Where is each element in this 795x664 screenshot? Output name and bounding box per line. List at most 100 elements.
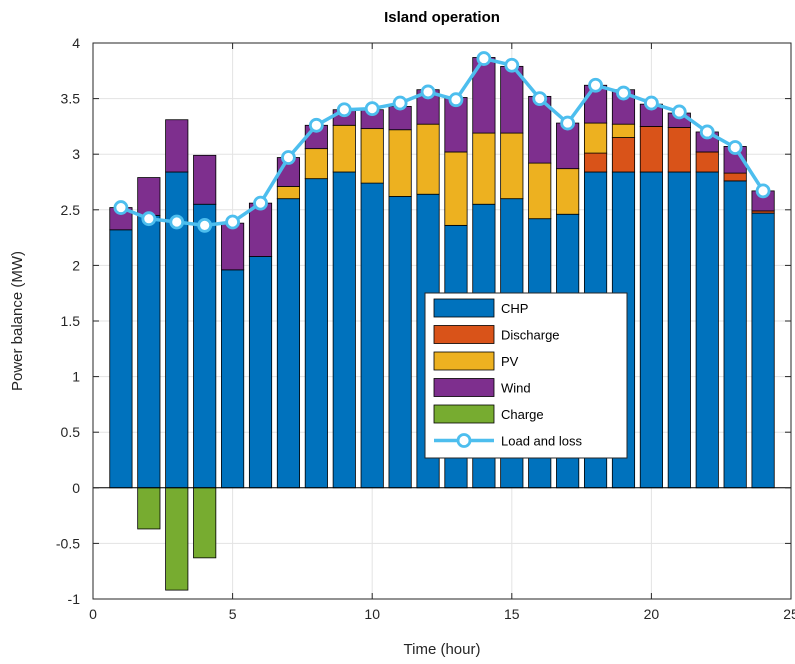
load-and-loss-point (364, 101, 380, 117)
bar-wind-6 (248, 202, 273, 257)
bar-wind-3 (165, 119, 189, 173)
bar-chp-8 (304, 178, 328, 489)
bar-discharge-23 (723, 172, 747, 182)
load-and-loss-point (560, 115, 576, 131)
bar-discharge-18 (583, 152, 608, 173)
y-tick-label: 1.5 (61, 313, 81, 329)
bar-wind-4 (193, 154, 217, 205)
bar-chp-22 (695, 171, 719, 489)
load-and-loss-point (699, 124, 715, 140)
bar-discharge-19 (611, 137, 636, 173)
load-and-loss-point (336, 102, 352, 118)
bar-chp-9 (332, 171, 356, 489)
bar-chp-4 (193, 203, 217, 489)
y-axis-label: Power balance (MW) (9, 251, 26, 391)
bar-pv-10 (360, 128, 384, 184)
y-tick-label: 0 (72, 480, 80, 496)
bar-charge-3 (165, 487, 189, 591)
load-and-loss-point (141, 211, 157, 227)
x-tick-label: 5 (229, 606, 237, 622)
legend-swatch-wind (433, 378, 495, 397)
bar-pv-9 (332, 124, 356, 173)
bar-chp-20 (639, 171, 663, 489)
bar-pv-14 (472, 132, 496, 205)
load-and-loss-point (253, 195, 268, 211)
bar-pv-7 (276, 186, 301, 200)
bar-chp-5 (221, 269, 245, 489)
y-tick-label: 4 (72, 35, 80, 51)
load-and-loss-point (308, 117, 324, 133)
bar-chp-10 (360, 182, 384, 489)
legend: CHP Discharge PV Wind Charge Load and loss (424, 292, 628, 459)
legend-label-discharge: Discharge (501, 328, 560, 343)
bar-pv-18 (583, 122, 608, 154)
legend-swatch-pv (433, 351, 495, 371)
load-and-loss-point (644, 95, 659, 111)
load-and-loss-point (281, 150, 296, 165)
load-and-loss-point (169, 214, 185, 230)
bar-chp-6 (248, 256, 273, 489)
y-tick-label: -1 (68, 591, 81, 607)
load-and-loss-point (113, 200, 129, 215)
legend-label-chp: CHP (501, 301, 528, 316)
bar-wind-5 (221, 222, 245, 271)
load-and-loss-point (476, 51, 492, 66)
load-and-loss-point (197, 217, 213, 233)
bar-pv-16 (528, 162, 552, 220)
legend-swatch-discharge (433, 325, 495, 344)
bar-pv-17 (556, 168, 580, 215)
x-tick-label: 10 (364, 606, 380, 622)
bar-chp-1 (109, 229, 133, 489)
legend-swatch-charge (433, 404, 495, 424)
load-and-loss-point (420, 84, 436, 100)
legend-label-charge: Charge (501, 407, 544, 422)
bar-chp-24 (751, 212, 775, 489)
load-and-loss-point (755, 183, 771, 199)
legend-box (424, 292, 628, 459)
load-and-loss-point (225, 214, 241, 230)
bar-charge-2 (137, 487, 161, 530)
x-tick-label: 15 (504, 606, 520, 622)
y-tick-label: -0.5 (56, 535, 80, 551)
legend-label-load-and-loss: Load and loss (501, 434, 582, 449)
axis-ticks: 0 5 10 15 20 25 -1 -0.5 0 0.5 1 1.5 2 2.5 3 3.5 4 (56, 35, 795, 622)
bar-discharge-20 (639, 126, 663, 173)
load-line-group (113, 51, 771, 233)
load-and-loss-point (392, 95, 408, 111)
bar-pv-8 (304, 148, 328, 180)
bar-chp-23 (723, 180, 747, 489)
y-tick-label: 0.5 (61, 424, 81, 440)
y-tick-label: 3 (72, 146, 80, 162)
y-tick-label: 2 (72, 257, 80, 273)
bar-pv-15 (500, 132, 524, 200)
bar-discharge-21 (667, 127, 691, 173)
x-tick-label: 20 (644, 606, 660, 622)
chart-title: Island operation (384, 9, 500, 26)
bar-charge-4 (193, 487, 217, 559)
legend-swatch-chp (433, 298, 495, 318)
x-axis-label: Time (hour) (404, 641, 481, 658)
load-and-loss-point (448, 92, 464, 108)
load-and-loss-point (504, 57, 520, 73)
y-tick-label: 3.5 (61, 91, 81, 107)
bar-chp-7 (276, 198, 301, 489)
legend-label-pv: PV (501, 354, 519, 369)
x-tick-label: 25 (783, 606, 795, 622)
load-and-loss-point (588, 77, 603, 93)
load-and-loss-point (616, 85, 631, 101)
bar-discharge-22 (695, 151, 719, 173)
legend-label-wind: Wind (501, 381, 531, 396)
bar-pv-11 (388, 129, 412, 197)
bar-pv-19 (611, 123, 636, 138)
y-tick-label: 2.5 (61, 202, 81, 218)
y-tick-label: 1 (72, 369, 80, 385)
bar-chp-2 (137, 214, 161, 489)
legend-marker-load-and-loss (456, 433, 472, 448)
x-tick-label: 0 (89, 606, 97, 622)
bar-chp-21 (667, 171, 691, 489)
bar-pv-13 (444, 151, 468, 226)
load-and-loss-point (532, 91, 548, 106)
load-and-loss-point (727, 140, 743, 155)
load-and-loss-point (671, 104, 687, 120)
